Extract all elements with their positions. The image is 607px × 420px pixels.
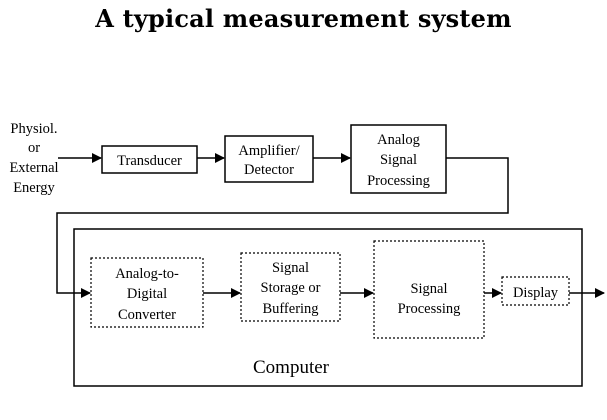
page-title: A typical measurement system	[95, 4, 512, 33]
connector-analog-to-computer	[56, 157, 509, 298]
svg-text:Transducer: Transducer	[117, 153, 182, 169]
analog-signal-processing-block: Analog Signal Processing	[350, 124, 447, 194]
svg-text:Converter: Converter	[118, 307, 176, 323]
amplifier-detector-block: Amplifier/ Detector	[224, 135, 314, 183]
adc-block: Analog-to- Digital Converter	[90, 257, 204, 328]
svg-text:Signal: Signal	[410, 281, 447, 297]
svg-text:External: External	[9, 160, 58, 176]
signal-storage-block: Signal Storage or Buffering	[240, 252, 341, 322]
computer-enclosure: Computer	[73, 228, 583, 387]
computer-label: Computer	[253, 357, 330, 378]
svg-text:Storage or: Storage or	[261, 280, 321, 296]
svg-text:Digital: Digital	[127, 286, 167, 302]
svg-text:Signal: Signal	[380, 152, 417, 168]
display-block: Display	[501, 276, 570, 306]
svg-text:Signal: Signal	[272, 260, 309, 276]
svg-text:Display: Display	[513, 285, 559, 301]
input-energy-label: Physiol. or External Energy	[9, 121, 58, 196]
svg-text:Buffering: Buffering	[262, 301, 318, 317]
svg-text:Analog-to-: Analog-to-	[115, 266, 179, 282]
svg-text:Analog: Analog	[377, 132, 420, 148]
svg-text:Energy: Energy	[13, 180, 55, 196]
svg-text:Amplifier/: Amplifier/	[238, 143, 300, 159]
transducer-block: Transducer	[101, 145, 198, 174]
svg-text:Processing: Processing	[398, 301, 461, 317]
svg-text:or: or	[28, 140, 40, 156]
svg-text:Physiol.: Physiol.	[10, 121, 57, 137]
svg-text:Detector: Detector	[244, 162, 294, 178]
signal-processing-block: Signal Processing	[373, 240, 485, 339]
svg-text:Processing: Processing	[367, 173, 430, 189]
